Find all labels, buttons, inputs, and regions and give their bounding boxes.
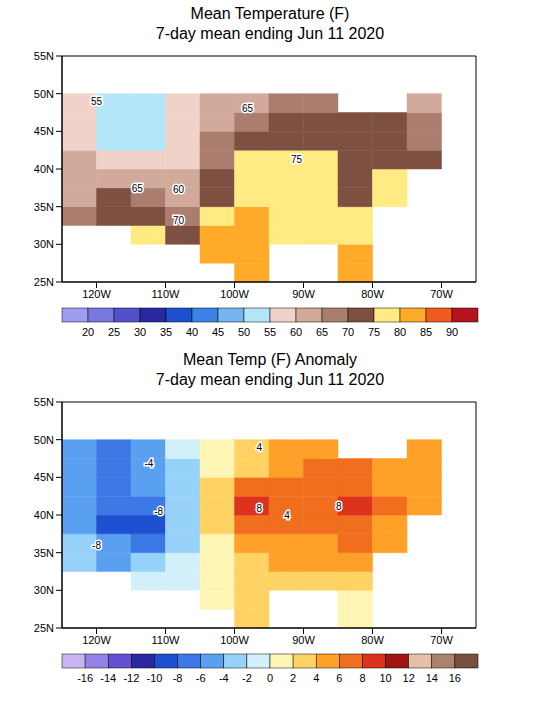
svg-text:2: 2 [290, 672, 296, 684]
svg-text:-6: -6 [196, 672, 206, 684]
svg-text:80: 80 [394, 326, 406, 338]
html-text:Mean Temp (F) Anomaly: Mean Temp (F) Anomaly [183, 351, 357, 368]
svg-text:50N: 50N [34, 434, 54, 446]
svg-text:55: 55 [264, 326, 276, 338]
svg-text:10: 10 [379, 672, 391, 684]
svg-text:-12: -12 [123, 672, 139, 684]
svg-text:4: 4 [284, 510, 290, 521]
svg-text:100W: 100W [220, 634, 249, 646]
html-text:Mean Temperature (F): Mean Temperature (F) [190, 5, 350, 22]
html-text:7-day mean ending Jun 11 2020: 7-day mean ending Jun 11 2020 [155, 25, 385, 42]
svg-text:30: 30 [134, 326, 146, 338]
svg-text:-4: -4 [144, 458, 153, 469]
svg-text:65: 65 [242, 103, 254, 114]
svg-text:55N: 55N [34, 396, 54, 408]
svg-text:-8: -8 [154, 506, 163, 517]
svg-text:40: 40 [186, 326, 198, 338]
svg-text:-4: -4 [219, 672, 229, 684]
svg-text:25N: 25N [34, 622, 54, 634]
svg-text:70W: 70W [430, 634, 453, 646]
svg-text:50: 50 [238, 326, 250, 338]
svg-text:90: 90 [446, 326, 458, 338]
svg-text:110W: 110W [152, 288, 181, 300]
html-text:7-day mean ending Jun 11 2020: 7-day mean ending Jun 11 2020 [155, 371, 385, 388]
svg-text:75: 75 [368, 326, 380, 338]
svg-text:12: 12 [403, 672, 415, 684]
svg-text:25: 25 [108, 326, 120, 338]
svg-text:110W: 110W [152, 634, 181, 646]
svg-text:16: 16 [449, 672, 461, 684]
svg-text:30N: 30N [34, 584, 54, 596]
svg-text:85: 85 [420, 326, 432, 338]
svg-text:35: 35 [160, 326, 172, 338]
svg-text:-8: -8 [92, 540, 101, 551]
svg-text:70: 70 [342, 326, 354, 338]
svg-text:4: 4 [257, 442, 263, 453]
svg-text:50N: 50N [34, 88, 54, 100]
svg-text:120W: 120W [82, 634, 111, 646]
svg-text:55: 55 [91, 96, 103, 107]
svg-text:60: 60 [173, 184, 185, 195]
svg-text:35N: 35N [34, 547, 54, 559]
svg-text:65: 65 [316, 326, 328, 338]
svg-text:-10: -10 [146, 672, 162, 684]
svg-text:20: 20 [82, 326, 94, 338]
svg-text:8: 8 [336, 501, 342, 512]
svg-text:-16: -16 [77, 672, 93, 684]
svg-text:70W: 70W [430, 288, 453, 300]
svg-text:-14: -14 [100, 672, 116, 684]
svg-text:8: 8 [359, 672, 365, 684]
svg-text:100W: 100W [220, 288, 249, 300]
svg-text:75: 75 [291, 154, 303, 165]
svg-text:45N: 45N [34, 471, 54, 483]
svg-text:4: 4 [313, 672, 319, 684]
svg-text:80W: 80W [361, 634, 384, 646]
svg-text:60: 60 [290, 326, 302, 338]
svg-text:14: 14 [426, 672, 438, 684]
svg-text:70: 70 [173, 215, 185, 226]
svg-text:45N: 45N [34, 125, 54, 137]
svg-text:65: 65 [132, 183, 144, 194]
svg-text:120W: 120W [82, 288, 111, 300]
svg-text:45: 45 [212, 326, 224, 338]
svg-text:55N: 55N [34, 50, 54, 62]
svg-text:35N: 35N [34, 201, 54, 213]
svg-text:80W: 80W [361, 288, 384, 300]
svg-text:90W: 90W [292, 288, 315, 300]
svg-text:90W: 90W [292, 634, 315, 646]
svg-text:-8: -8 [173, 672, 183, 684]
svg-text:6: 6 [336, 672, 342, 684]
svg-text:0: 0 [267, 672, 273, 684]
svg-text:40N: 40N [34, 509, 54, 521]
svg-text:25N: 25N [34, 276, 54, 288]
svg-text:30N: 30N [34, 238, 54, 250]
svg-text:8: 8 [257, 503, 263, 514]
svg-text:40N: 40N [34, 163, 54, 175]
svg-text:-2: -2 [242, 672, 252, 684]
